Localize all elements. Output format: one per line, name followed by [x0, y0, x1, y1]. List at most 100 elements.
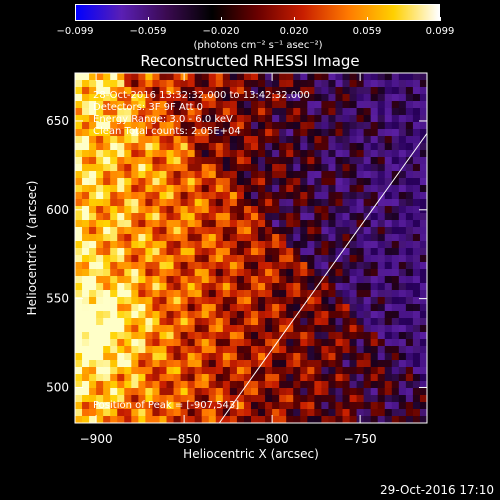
heatmap-cell	[96, 129, 104, 137]
heatmap-cell	[229, 108, 238, 116]
heatmap-cell	[82, 409, 90, 417]
heatmap-cell	[258, 416, 266, 423]
heatmap-cell	[145, 353, 154, 361]
heatmap-cell	[82, 87, 90, 95]
heatmap-cell	[293, 409, 301, 417]
heatmap-cell	[328, 80, 337, 88]
heatmap-cell	[96, 360, 104, 368]
heatmap-cell	[251, 234, 259, 242]
heatmap-cell	[243, 136, 252, 144]
heatmap-cell	[286, 192, 294, 200]
heatmap-cell	[201, 73, 210, 81]
heatmap-cell	[138, 367, 146, 375]
heatmap-cell	[229, 115, 238, 123]
heatmap-cell	[300, 213, 308, 221]
heatmap-cell	[307, 115, 315, 123]
heatmap-cell	[398, 115, 407, 123]
heatmap-cell	[405, 122, 414, 130]
heatmap-cell	[279, 339, 287, 347]
x-tick-label: −900	[80, 432, 113, 446]
heatmap-cell	[89, 80, 97, 88]
heatmap-cell	[307, 101, 315, 109]
heatmap-cell	[243, 290, 252, 298]
heatmap-cell	[229, 304, 238, 312]
heatmap-cell	[398, 416, 407, 423]
heatmap-cell	[356, 353, 365, 361]
heatmap-cell	[370, 283, 379, 291]
heatmap-cell	[251, 108, 259, 116]
heatmap-cell	[405, 87, 414, 95]
heatmap-cell	[82, 297, 90, 305]
heatmap-cell	[138, 276, 146, 284]
heatmap-cell	[152, 227, 161, 235]
heatmap-cell	[82, 227, 90, 235]
heatmap-cell	[124, 129, 132, 137]
heatmap-cell	[258, 234, 266, 242]
heatmap-cell	[321, 297, 330, 305]
heatmap-cell	[215, 143, 224, 151]
heatmap-cell	[398, 94, 407, 102]
heatmap-cell	[103, 276, 111, 284]
heatmap-cell	[293, 269, 301, 277]
heatmap-cell	[215, 339, 224, 347]
heatmap-cell	[110, 276, 118, 284]
heatmap-cell	[258, 143, 266, 151]
heatmap-cell	[243, 185, 252, 193]
heatmap-cell	[293, 388, 301, 396]
heatmap-cell	[384, 241, 393, 249]
heatmap-cell	[412, 353, 421, 361]
heatmap-cell	[243, 311, 252, 319]
heatmap-cell	[356, 101, 365, 109]
heatmap-cell	[194, 164, 203, 172]
heatmap-cell	[300, 241, 308, 249]
heatmap-cell	[321, 206, 330, 214]
heatmap-cell	[82, 325, 90, 333]
heatmap-cell	[328, 234, 337, 242]
heatmap-cell	[117, 311, 125, 319]
heatmap-cell	[412, 192, 421, 200]
heatmap-cell	[131, 318, 139, 326]
heatmap-cell	[321, 248, 330, 256]
heatmap-cell	[187, 409, 196, 417]
heatmap-cell	[349, 374, 358, 382]
heatmap-cell	[321, 122, 330, 130]
heatmap-cell	[342, 311, 351, 319]
heatmap-cell	[293, 143, 301, 151]
heatmap-cell	[89, 171, 97, 179]
heatmap-cell	[405, 360, 414, 368]
heatmap-cell	[258, 339, 266, 347]
heatmap-cell	[138, 416, 146, 423]
heatmap-cell	[103, 353, 111, 361]
heatmap-cell	[384, 199, 393, 207]
heatmap-cell	[138, 332, 146, 340]
heatmap-cell	[279, 283, 287, 291]
heatmap-cell	[328, 374, 337, 382]
heatmap-cell	[236, 346, 245, 354]
heatmap-cell	[398, 388, 407, 396]
heatmap-cell	[363, 388, 372, 396]
heatmap-cell	[194, 255, 203, 263]
heatmap-cell	[412, 248, 421, 256]
heatmap-cell	[405, 297, 414, 305]
heatmap-cell	[138, 388, 146, 396]
heatmap-cell	[117, 129, 125, 137]
heatmap-cell	[251, 290, 259, 298]
heatmap-cell	[265, 143, 273, 151]
heatmap-cell	[321, 157, 330, 165]
heatmap-cell	[328, 339, 337, 347]
heatmap-cell	[145, 227, 154, 235]
heatmap-cell	[145, 290, 154, 298]
heatmap-cell	[243, 129, 252, 137]
heatmap-cell	[180, 220, 189, 228]
heatmap-cell	[152, 262, 161, 270]
heatmap-cell	[131, 129, 139, 137]
heatmap-cell	[286, 143, 294, 151]
heatmap-cell	[236, 248, 245, 256]
heatmap-cell	[145, 129, 154, 137]
heatmap-cell	[131, 164, 139, 172]
heatmap-cell	[314, 381, 322, 389]
heatmap-cell	[272, 374, 280, 382]
heatmap-cell	[251, 283, 259, 291]
heatmap-cell	[314, 115, 322, 123]
heatmap-cell	[258, 129, 266, 137]
